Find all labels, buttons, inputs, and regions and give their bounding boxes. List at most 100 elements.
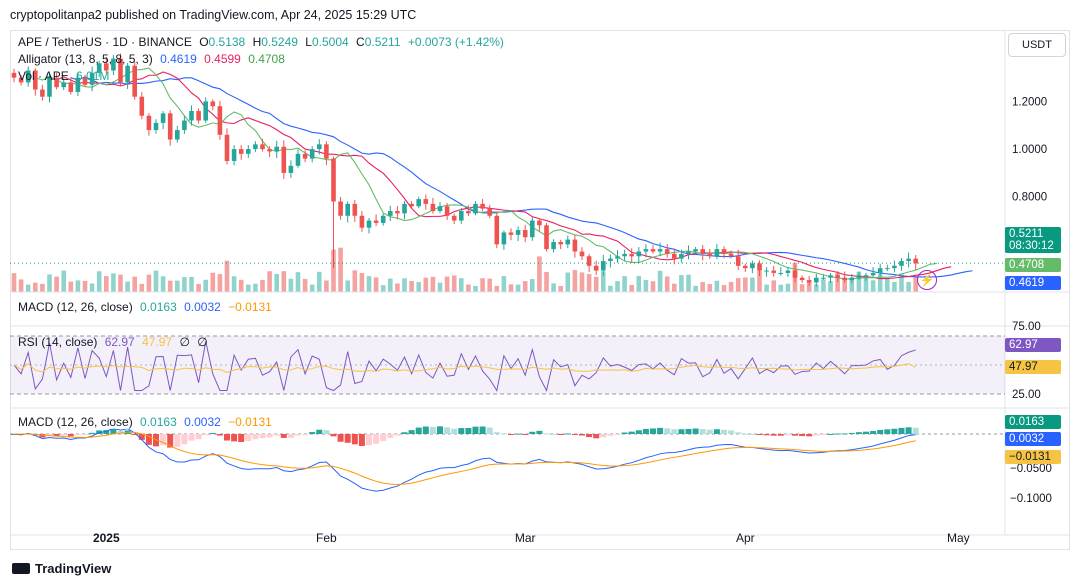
volume-bars <box>11 247 918 292</box>
macd-histogram-bar <box>500 433 507 435</box>
candle-body <box>835 275 840 278</box>
candle-body <box>281 146 287 173</box>
volume-bar <box>913 276 918 292</box>
macd-histogram-bar <box>912 427 919 434</box>
volume-bar <box>664 276 670 292</box>
macd-histogram-bar <box>138 434 145 440</box>
candle-body <box>558 241 563 245</box>
brand-name: TradingView <box>35 561 112 576</box>
volume-bar <box>274 273 279 292</box>
macd-histogram-bar <box>451 428 458 434</box>
candle-body <box>366 220 372 228</box>
volume-bar <box>68 281 74 292</box>
macd-histogram-bar <box>834 433 841 435</box>
macd-histogram-bar <box>103 430 110 434</box>
chart-canvas[interactable]: 1.20001.00000.80000.600075.0025.00−0.050… <box>10 30 1070 550</box>
macd-histogram-bar <box>721 429 727 434</box>
alligator-lines <box>10 67 1005 280</box>
volume-bar <box>821 279 826 292</box>
volume-bar <box>565 272 571 292</box>
currency-selector[interactable]: USDT <box>1008 33 1066 57</box>
candle-body <box>459 211 464 221</box>
macd-histogram-bar <box>394 434 401 436</box>
volume-bar <box>317 271 322 292</box>
volume-bar <box>338 247 343 292</box>
candle-body <box>551 241 556 250</box>
candle-body <box>196 110 201 121</box>
rsi-line <box>13 341 916 392</box>
macd-line <box>13 427 916 492</box>
volume-bar <box>324 280 329 292</box>
macd-title: MACD (12, 26, close) <box>18 300 133 314</box>
candle-body <box>466 211 471 214</box>
volume-bar <box>288 278 294 292</box>
macd-histogram-bar <box>67 434 74 437</box>
candle-body <box>89 72 95 85</box>
price-tick-label: 0.8000 <box>1012 192 1047 204</box>
volume-bar <box>636 275 642 292</box>
candle-body <box>913 258 918 264</box>
volume-bar <box>572 270 578 292</box>
alligator-legend[interactable]: Alligator (13, 8, 5, 8, 5, 3) 0.4619 0.4… <box>18 52 289 66</box>
candle-body <box>68 82 74 92</box>
candle-body <box>487 208 492 216</box>
candle-body <box>636 251 642 257</box>
macd-histogram-bar <box>870 430 877 434</box>
macd-histogram-bar <box>245 434 252 442</box>
volume-bar <box>25 284 31 292</box>
volume-bar <box>302 278 308 292</box>
candle-body <box>146 115 152 131</box>
macd-histogram-bar <box>89 432 96 434</box>
macd-top-legend[interactable]: MACD (12, 26, close) 0.0163 0.0032 −0.01… <box>18 300 276 314</box>
macd-histogram-bar <box>678 429 685 434</box>
macd-signal-price-tag: −0.0131 <box>1005 450 1061 464</box>
candle-body <box>821 277 826 279</box>
macd2-signal-value: −0.0131 <box>228 415 272 429</box>
macd-histogram-bar <box>792 434 798 436</box>
candle-body <box>182 120 187 131</box>
macd-histogram-bar <box>479 426 486 434</box>
macd-histogram-bar <box>387 434 394 438</box>
candle-body <box>260 144 265 150</box>
macd-histogram-bar <box>266 434 273 438</box>
low-label: L <box>305 35 312 49</box>
volume-bar <box>253 283 258 292</box>
high-label: H <box>252 35 262 49</box>
volume-bar <box>629 284 634 292</box>
macd-histogram-bar <box>287 434 294 438</box>
macd-histogram-bar <box>53 434 60 437</box>
macd-bottom-legend[interactable]: MACD (12, 26, close) 0.0163 0.0032 −0.01… <box>18 415 276 429</box>
candle-body <box>522 230 528 238</box>
candle-body <box>473 203 478 214</box>
volume-bar <box>558 285 563 292</box>
volume-legend[interactable]: Vol · APE 6.01M <box>18 69 113 83</box>
candle-body <box>608 258 613 262</box>
candle-body <box>750 263 755 269</box>
candle-body <box>601 261 606 271</box>
alligator-teeth-line <box>49 71 952 280</box>
volume-bar <box>203 279 208 292</box>
candle-body <box>246 149 251 154</box>
volume-bar <box>863 275 869 292</box>
candle-body <box>324 144 329 159</box>
volume-bar <box>238 279 244 292</box>
macd-histogram-bar <box>344 434 351 443</box>
candle-body <box>650 249 656 252</box>
macd-histogram-bar <box>39 434 46 438</box>
volume-bar <box>544 272 549 292</box>
candle-body <box>707 253 713 257</box>
volume-bar <box>61 270 66 292</box>
macd-histogram-bar <box>82 434 88 435</box>
volume-bar <box>437 282 443 292</box>
macd-histogram-bar <box>145 434 152 445</box>
volume-bar <box>47 274 52 292</box>
candle-body <box>693 249 698 252</box>
rsi-legend[interactable]: RSI (14, close) 62.97 47.97 ∅ ∅ <box>18 335 212 349</box>
volume-bar <box>508 284 514 292</box>
macd-histogram-bar <box>358 434 365 447</box>
ohlc-legend: APE / TetherUS · 1D · BINANCE O0.5138 H0… <box>18 35 508 49</box>
lightning-icon[interactable]: ⚡ <box>917 270 937 290</box>
macd-histogram-bar <box>820 434 827 435</box>
rsi-tick-label: 25.00 <box>1012 389 1041 401</box>
candle-body <box>54 77 59 88</box>
